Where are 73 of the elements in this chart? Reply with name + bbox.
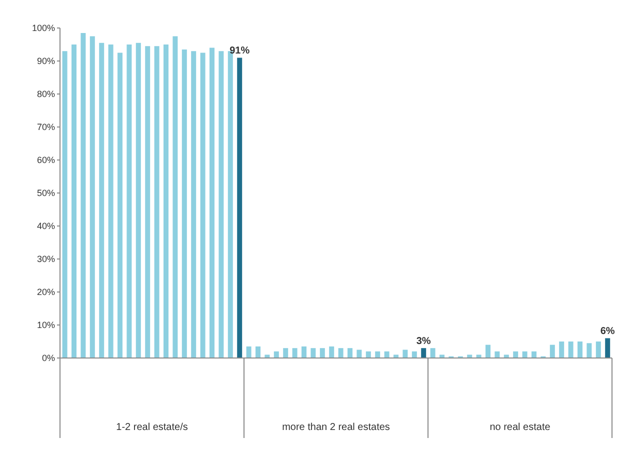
bar: [348, 348, 352, 358]
data-label: 6%: [600, 326, 615, 338]
bar: [126, 44, 132, 358]
bar: [596, 342, 601, 358]
y-tick-label: 60%: [36, 155, 55, 166]
text: more than 2 real estates: [282, 422, 390, 433]
bar: [586, 343, 592, 358]
bar: [72, 44, 76, 358]
bar: [200, 52, 206, 358]
bar: [145, 46, 150, 358]
data-label: 3%: [416, 336, 431, 348]
y-tick-label: 30%: [36, 254, 55, 264]
bar: [513, 351, 518, 358]
bar: [264, 354, 270, 358]
bar: [467, 354, 472, 358]
bar: [532, 351, 536, 358]
y-tick-label: 90%: [36, 56, 55, 66]
bar: [522, 351, 528, 358]
bar: [237, 58, 242, 358]
bar: [283, 348, 288, 358]
bar: [605, 338, 610, 358]
bar: [292, 348, 298, 358]
bar: [136, 42, 141, 358]
text: 1-2 real estate/s: [116, 422, 188, 433]
bar: [320, 348, 325, 358]
text: no real estate: [490, 422, 551, 433]
bar: [486, 344, 490, 358]
bar: [394, 354, 398, 358]
bar: [62, 51, 68, 358]
bar: [494, 351, 500, 358]
bar: [302, 346, 306, 358]
bar: [504, 354, 509, 358]
bar: [338, 348, 344, 358]
bar: [384, 351, 390, 358]
y-tick-label: 100%: [32, 23, 55, 34]
bar: [430, 348, 436, 358]
bar: [118, 52, 122, 358]
y-tick-label: 0%: [42, 353, 55, 364]
y-tick-label: 40%: [36, 221, 55, 232]
bar: [421, 348, 426, 358]
bar: [356, 350, 362, 358]
bar: [412, 351, 417, 358]
bar: [164, 44, 168, 358]
bar: [80, 32, 86, 358]
y-tick-label: 50%: [36, 188, 55, 198]
bar: [550, 344, 555, 358]
bar: [172, 36, 178, 358]
bar: [182, 49, 187, 358]
data-label: 91%: [230, 46, 250, 57]
bar: [310, 348, 316, 358]
bar: [440, 354, 444, 358]
bar: [375, 351, 380, 358]
y-tick-label: 10%: [36, 320, 55, 330]
bar: [154, 46, 160, 358]
y-tick-label: 70%: [36, 122, 55, 132]
bar: [578, 342, 582, 358]
y-tick-label: 80%: [36, 89, 55, 100]
bar: [256, 346, 260, 358]
bar: [246, 346, 252, 358]
bar: [402, 350, 408, 358]
bar: [218, 51, 224, 358]
bar: [476, 354, 482, 358]
bar: [90, 36, 95, 358]
bar: [329, 346, 334, 358]
bar: [568, 342, 574, 358]
y-tick-label: 20%: [36, 287, 55, 298]
bar: [559, 342, 564, 358]
bar: [108, 44, 114, 358]
bar: [366, 351, 371, 358]
bar: [210, 48, 214, 358]
bar: [99, 42, 104, 358]
bar: [191, 51, 196, 358]
bar: [274, 351, 279, 358]
